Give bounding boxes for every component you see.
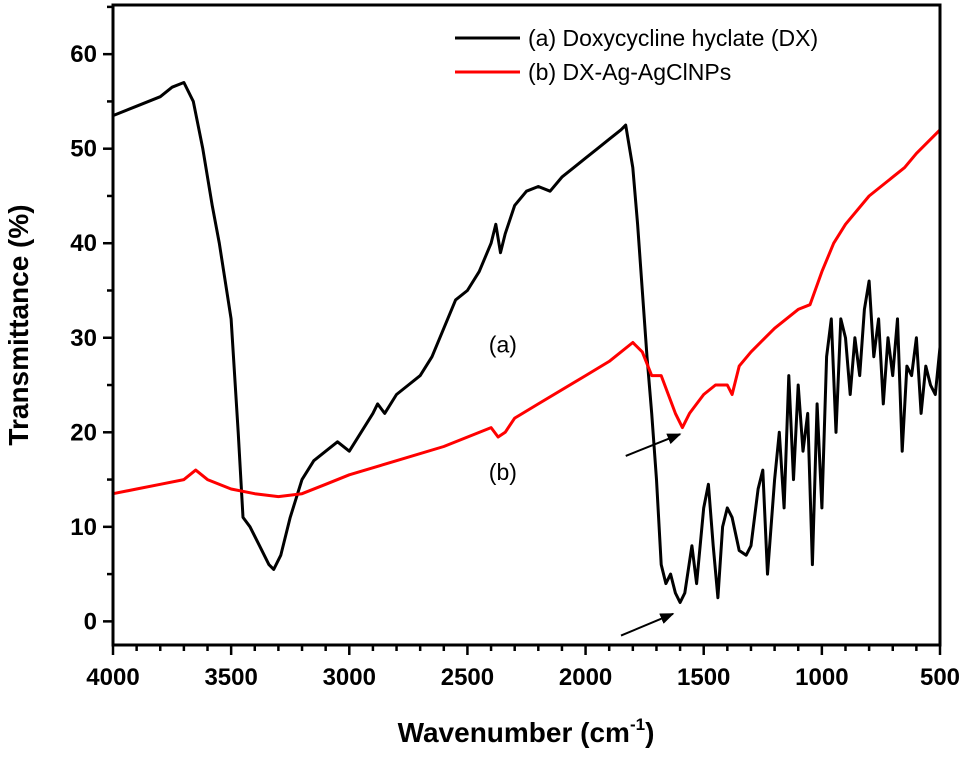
x-tick-label: 3500	[204, 664, 257, 691]
y-tick-label: 0	[84, 608, 97, 635]
x-tick-label: 4000	[86, 664, 139, 691]
y-tick-label: 20	[70, 419, 97, 446]
plot-frame	[111, 3, 942, 647]
y-tick-label: 60	[70, 41, 97, 68]
annotations: (a) (b)	[489, 331, 682, 637]
x-axis-label-superscript: -1	[630, 715, 645, 734]
curve-label: (b)	[489, 459, 517, 485]
arrow-annotation	[625, 433, 682, 457]
curve-label: (a)	[489, 331, 517, 357]
arrow-annotation	[620, 612, 675, 637]
series-line-a	[112, 81, 942, 604]
x-tick-label: 500	[920, 664, 960, 691]
x-tick-label: 3000	[323, 664, 376, 691]
series-line-b	[112, 128, 942, 499]
x-axis-label: Wavenumber (cm-1)	[398, 715, 655, 748]
legend-label-b: (b) DX-Ag-AgClNPs	[528, 59, 731, 85]
y-tick-label: 50	[70, 136, 97, 163]
y-tick-label: 30	[70, 325, 97, 352]
y-tick-label: 10	[70, 514, 97, 541]
x-tick-label: 1000	[795, 664, 848, 691]
x-tick-label: 2500	[441, 664, 494, 691]
y-axis-label: Transmittance (%)	[3, 204, 34, 445]
axes-layer: 4000 3500 3000 2500 2000 1500 1000 500 0 10 20 30 40…	[70, 5, 960, 691]
legend: (a) Doxycycline hyclate (DX) (b) DX-Ag-A…	[455, 25, 818, 85]
series-layer	[112, 81, 942, 604]
legend-label-a: (a) Doxycycline hyclate (DX)	[528, 25, 818, 51]
x-tick-label: 2000	[559, 664, 612, 691]
x-tick-label: 1500	[677, 664, 730, 691]
y-tick-label: 40	[70, 230, 97, 257]
